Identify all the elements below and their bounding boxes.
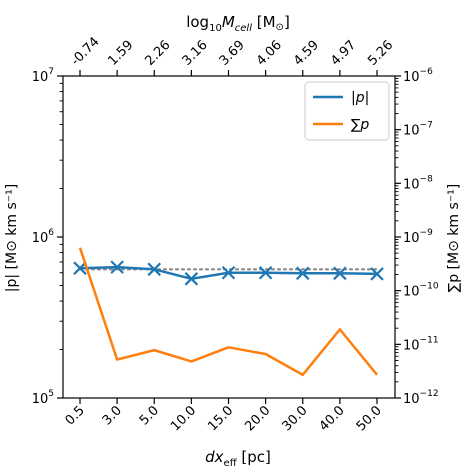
top-axis-label-close: ]	[284, 13, 290, 31]
top-tick-label: -0.74	[68, 34, 102, 68]
bottom-tick-label: 10.0	[168, 403, 199, 434]
series-line	[78, 247, 378, 377]
top-tick-label: 4.97	[328, 38, 359, 69]
top-axis-ticks: -0.74 1.59 2.26 3.16 3.69 4.06 4.59 4.97 5.26	[68, 34, 396, 76]
top-axis-label-log: log	[186, 13, 209, 31]
left-tick-label: 106	[32, 228, 55, 246]
bottom-tick-label: 0.5	[63, 403, 88, 428]
top-tick-label: 4.59	[291, 38, 322, 69]
right-tick-label: 10−12	[403, 389, 439, 407]
legend-box	[304, 81, 390, 141]
data-point-marker	[221, 265, 236, 280]
right-tick-label: 10−9	[403, 228, 433, 246]
top-axis-label-var: M	[222, 13, 235, 31]
top-tick-label: 4.06	[254, 38, 285, 69]
legend-label: |p|	[351, 90, 369, 106]
bottom-tick-label: 20.0	[242, 403, 273, 434]
data-point-marker	[110, 260, 124, 274]
right-tick-label: 10−7	[403, 121, 433, 139]
top-axis-label-unit: [M	[252, 13, 276, 31]
x-axis-label-sub: eff	[224, 458, 238, 469]
top-tick-label: 5.26	[365, 38, 396, 69]
top-axis-label-log-sub: 10	[209, 23, 222, 34]
data-point-marker	[258, 265, 273, 280]
legend-label: ∑p	[351, 117, 369, 133]
bottom-axis-ticks: 0.5 3.0 5.0 10.0 15.0 20.0 30.0 40.0 50.0	[63, 398, 385, 434]
right-tick-label: 10−11	[403, 335, 439, 353]
right-axis-label: ∑p [M⊙ km s⁻¹]	[446, 184, 462, 292]
top-tick-label: 3.16	[180, 38, 211, 69]
bottom-tick-label: 40.0	[317, 403, 348, 434]
data-point-marker	[73, 261, 87, 275]
left-axis-label: |p| [M⊙ km s⁻¹]	[4, 184, 20, 292]
right-axis-ticks: 10−12 10−11 10−10 10−9 10−8 10−7 10−6	[395, 67, 439, 407]
x-axis-label: dxeff [pc]	[205, 448, 271, 469]
series-layer	[73, 247, 384, 377]
top-tick-label: 2.26	[142, 38, 173, 69]
top-tick-label: 3.69	[217, 38, 248, 69]
right-tick-label: 10−6	[403, 67, 433, 85]
bottom-tick-label: 3.0	[100, 403, 125, 428]
left-tick-label: 107	[32, 67, 54, 85]
top-axis-label-var-sub: cell	[235, 23, 252, 34]
bottom-tick-label: 50.0	[354, 403, 385, 434]
data-point-marker	[370, 267, 384, 281]
bottom-tick-label: 5.0	[137, 403, 162, 428]
top-axis-label-unit-sub: ⊙	[276, 22, 284, 33]
left-tick-label: 105	[32, 389, 54, 407]
left-axis-ticks: 105 106 107	[32, 67, 63, 407]
data-point-marker	[333, 266, 347, 281]
data-point-marker	[147, 262, 162, 277]
bottom-tick-label: 30.0	[279, 403, 310, 434]
right-tick-label: 10−8	[403, 174, 433, 192]
right-tick-label: 10−10	[403, 282, 439, 300]
x-axis-label-unit: [pc]	[237, 448, 271, 466]
legend: |p| ∑p	[304, 81, 390, 141]
top-axis-label: log10Mcell [M⊙]	[186, 13, 290, 34]
data-point-marker	[184, 272, 199, 286]
x-axis-label-main: dx	[205, 448, 224, 466]
bottom-tick-label: 15.0	[205, 403, 236, 434]
data-point-marker	[295, 266, 310, 281]
top-tick-label: 1.59	[105, 38, 136, 69]
